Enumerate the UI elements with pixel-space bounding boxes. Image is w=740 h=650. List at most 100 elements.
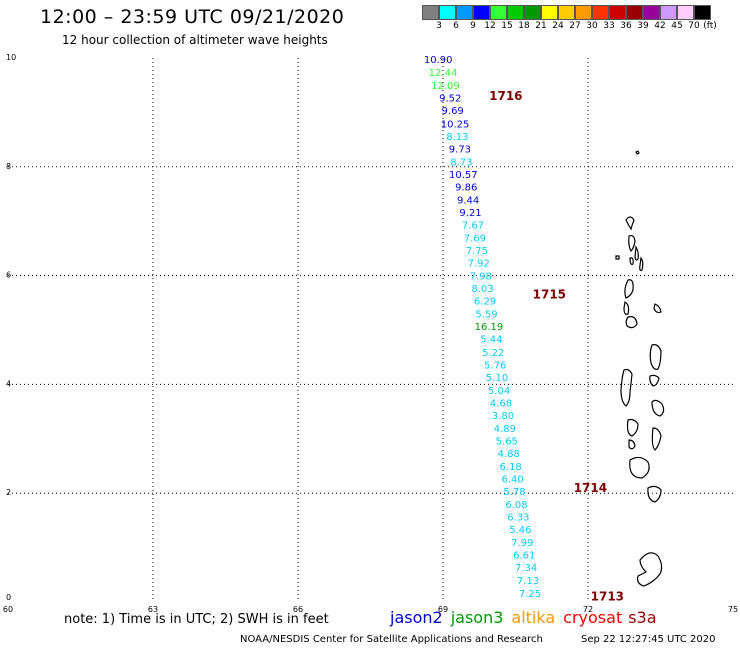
wave-height-label: 12.09 [431, 81, 460, 92]
wave-height-label: 4.68 [490, 398, 512, 409]
legend-label: 70 [688, 21, 700, 31]
x-tick-label: 66 [293, 605, 303, 614]
color-legend: 3 6 9 12 15 18 21 24 27 30 33 36 39 42 45 70 (ft) [422, 5, 740, 32]
legend-swatch [626, 5, 643, 20]
legend-label: 12 [484, 21, 496, 31]
legend-label: 18 [518, 21, 530, 31]
x-tick-label: 72 [583, 605, 593, 614]
wave-height-label: 6.29 [474, 297, 496, 308]
sat-cryosat: cryosat [563, 608, 623, 627]
legend-label: 9 [470, 21, 476, 31]
sat-altika: altika [511, 608, 556, 627]
wave-height-label: 4.88 [498, 449, 520, 460]
legend-label: 45 [671, 21, 683, 31]
sat-s3a: s3a [628, 608, 657, 627]
legend-swatch [507, 5, 524, 20]
wave-height-label: 9.69 [442, 106, 464, 117]
footer-timestamp: Sep 22 12:27:45 UTC 2020 [581, 634, 716, 645]
y-tick-label: 2 [6, 488, 11, 497]
wave-height-label: 7.92 [468, 259, 490, 270]
y-tick-label: 4 [6, 379, 11, 388]
grid-lines [8, 58, 733, 602]
legend-swatch [558, 5, 575, 20]
wave-height-label: 10.25 [441, 119, 470, 130]
pass-number-label: 1713 [591, 590, 624, 604]
y-tick-label: 6 [6, 271, 11, 280]
wave-height-label: 7.13 [517, 576, 539, 587]
pass-number-label: 1715 [533, 288, 566, 302]
legend-label: 3 [436, 21, 442, 31]
pass-number-label: 1716 [489, 89, 522, 103]
legend-labels: 3 6 9 12 15 18 21 24 27 30 33 36 39 42 45 70 (ft) [422, 20, 740, 32]
wave-height-label: 5.59 [475, 310, 497, 321]
wave-height-label: 8.73 [450, 157, 472, 168]
legend-label: 24 [552, 21, 564, 31]
wave-height-label: 7.25 [519, 589, 541, 600]
sat-jason2: jason2 [390, 608, 443, 627]
legend-label: 33 [603, 21, 615, 31]
wave-height-label: 5.65 [496, 436, 518, 447]
legend-label: 39 [637, 21, 649, 31]
y-tick-label: 0 [6, 593, 11, 602]
wave-height-label: 9.44 [457, 195, 479, 206]
legend-swatch [643, 5, 660, 20]
footer-credit: NOAA/NESDIS Center for Satellite Applica… [240, 634, 543, 645]
legend-swatch [439, 5, 456, 20]
sat-jason3: jason3 [450, 608, 504, 627]
wave-height-label: 5.46 [509, 525, 531, 536]
satellite-legend: jason2 jason3 altika cryosat s3a [390, 608, 665, 627]
wave-height-label: 6.40 [501, 475, 523, 486]
legend-swatch [660, 5, 677, 20]
legend-label: 36 [620, 21, 632, 31]
legend-label: 15 [501, 21, 513, 31]
legend-swatch [541, 5, 558, 20]
wave-height-label: 6.08 [505, 500, 527, 511]
y-tick-label: 8 [6, 162, 11, 171]
wave-height-label: 5.76 [484, 360, 506, 371]
wave-height-label: 5.78 [503, 487, 525, 498]
legend-swatch [490, 5, 507, 20]
wave-height-label: 7.67 [462, 220, 484, 231]
x-tick-label: 69 [438, 605, 448, 614]
wave-height-label: 16.19 [475, 322, 504, 333]
wave-height-label: 8.03 [472, 284, 494, 295]
pass-labels: 1716 1715 1714 1713 [489, 89, 624, 603]
x-tick-label: 60 [3, 605, 13, 614]
wave-height-label: 7.75 [466, 246, 488, 257]
legend-swatch [694, 5, 711, 20]
wave-height-label: 7.99 [511, 538, 533, 549]
legend-swatch [422, 5, 439, 20]
legend-swatch [609, 5, 626, 20]
wave-height-label: 7.98 [470, 272, 492, 283]
wave-height-label: 6.18 [500, 462, 522, 473]
wave-height-label: 10.57 [449, 170, 478, 181]
wave-height-label: 5.44 [480, 335, 502, 346]
legend-swatch [575, 5, 592, 20]
wave-height-label: 9.86 [455, 182, 477, 193]
wave-height-label: 9.73 [449, 144, 471, 155]
x-tick-label: 75 [728, 605, 738, 614]
wave-height-label: 5.10 [486, 373, 508, 384]
legend-unit: (ft) [703, 21, 717, 31]
wave-height-label: 9.52 [439, 94, 461, 105]
wave-height-label: 3.80 [492, 411, 514, 422]
legend-label: 27 [569, 21, 581, 31]
legend-label: 30 [586, 21, 598, 31]
pass-number-label: 1714 [574, 481, 607, 495]
map-title: 12:00 – 23:59 UTC 09/21/2020 [40, 6, 345, 28]
legend-swatch [456, 5, 473, 20]
wave-height-label: 5.22 [482, 348, 504, 359]
maldives-islands [615, 150, 665, 587]
wave-height-label: 7.34 [515, 563, 537, 574]
axis-tick-labels: 60 63 66 69 72 75 0 2 4 6 8 10 [3, 53, 738, 614]
legend-swatch [524, 5, 541, 20]
wave-height-label: 8.13 [446, 132, 468, 143]
legend-swatch [592, 5, 609, 20]
x-tick-label: 63 [148, 605, 158, 614]
wave-height-label: 5.04 [488, 386, 510, 397]
wave-height-label: 6.61 [513, 551, 535, 562]
wave-height-label: 6.33 [507, 513, 529, 524]
wave-height-label: 9.21 [459, 208, 481, 219]
units-note: note: 1) Time is in UTC; 2) SWH is in fe… [64, 612, 329, 627]
